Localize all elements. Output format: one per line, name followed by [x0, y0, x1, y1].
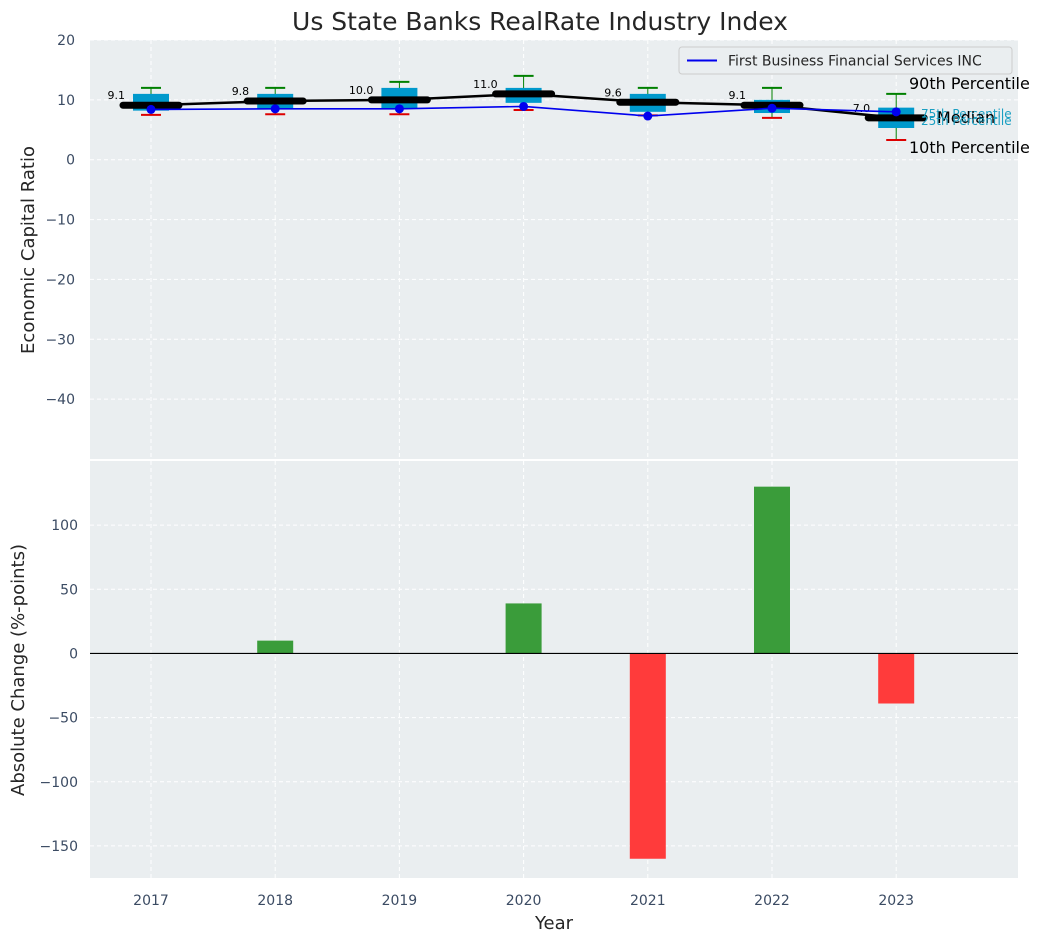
company-series-point [891, 107, 901, 117]
top-y-tick-label: −20 [45, 272, 75, 288]
company-series-point [146, 104, 156, 114]
x-axis-label: Year [534, 913, 574, 934]
bottom-plot-area [90, 461, 1018, 878]
top-y-tick-label: 10 [57, 93, 75, 109]
chart-title: Us State Banks RealRate Industry Index [292, 7, 788, 36]
legend-label: First Business Financial Services INC [728, 54, 982, 70]
median-value-label: 9.1 [729, 89, 747, 102]
bottom-y-tick-label: 100 [51, 518, 78, 534]
top-y-tick-label: −30 [45, 332, 75, 348]
label-p10: 10th Percentile [909, 138, 1030, 157]
top-company-line [146, 101, 901, 121]
label-median: Median [937, 108, 995, 127]
top-plot-area [90, 40, 1018, 459]
label-p75: 75th Percentile [921, 107, 1012, 121]
company-series-point [767, 103, 777, 113]
label-p90: 90th Percentile [909, 74, 1030, 93]
x-tick-label: 2022 [754, 893, 790, 909]
x-tick-labels: 2017 2018 2019 2020 2021 2022 2023 [133, 893, 914, 909]
percentile-labels: 90th Percentile 75th Percentile Median 2… [909, 74, 1030, 157]
company-series-point [270, 104, 280, 114]
label-p25: 25th Percentile [921, 114, 1012, 128]
legend: First Business Financial Services INC [678, 46, 1013, 75]
bar-positive [257, 640, 294, 654]
bottom-y-tick-label: −50 [48, 711, 78, 727]
top-y-tick-label: −40 [45, 392, 75, 408]
bar-positive [505, 603, 542, 654]
x-tick-label: 2018 [257, 893, 293, 909]
company-series-point [394, 104, 404, 114]
x-tick-label: 2021 [630, 893, 666, 909]
top-y-ticks: 20 10 0 −10 −20 −30 −40 [45, 33, 75, 408]
legend-box [678, 46, 1013, 75]
company-series-point [519, 101, 529, 111]
bar-negative [878, 653, 915, 704]
bottom-y-axis-label: Absolute Change (%-points) [8, 544, 29, 796]
bar-positive [754, 486, 790, 654]
bottom-y-ticks: 100 50 0 −50 −100 −150 [40, 518, 78, 855]
bottom-y-tick-label: −150 [40, 839, 78, 855]
bar-negative [629, 653, 666, 859]
bottom-y-tick-label: 0 [69, 646, 78, 662]
median-value-label: 9.1 [108, 89, 126, 102]
top-y-tick-label: −10 [45, 213, 75, 229]
x-tick-label: 2019 [382, 893, 418, 909]
x-tick-label: 2023 [878, 893, 914, 909]
bottom-y-tick-label: 50 [60, 582, 78, 598]
top-boxes: 9.1 9.8 10.0 11.09.6 9.17.0 [108, 74, 928, 141]
company-series-point [643, 111, 653, 121]
top-y-tick-label: 20 [57, 33, 75, 49]
x-tick-label: 2017 [133, 893, 169, 909]
median-value-label: 10.0 [349, 84, 374, 97]
median-value-label: 9.8 [232, 85, 250, 98]
top-y-tick-label: 0 [66, 153, 75, 169]
x-tick-label: 2020 [506, 893, 542, 909]
median-value-label: 9.6 [604, 86, 622, 99]
bottom-bars [90, 486, 1018, 859]
bottom-y-tick-label: −100 [40, 775, 78, 791]
top-y-axis-label: Economic Capital Ratio [18, 146, 39, 354]
median-value-label: 11.0 [473, 78, 498, 91]
